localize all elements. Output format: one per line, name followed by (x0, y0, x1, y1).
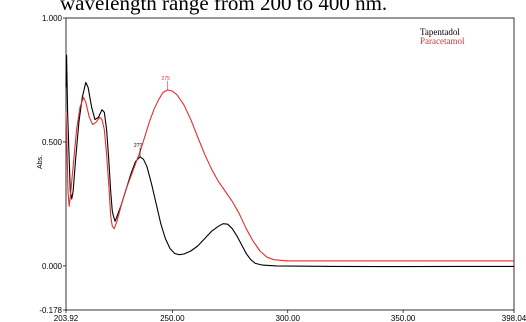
caption-text: wavelength range from 200 to 400 nm. (60, 0, 388, 15)
series-line-paracetamol (65, 89, 514, 262)
y-tick-label: 1.000 (42, 14, 63, 23)
plot-area: 275 2?? (65, 17, 515, 311)
y-axis-label: Abs. (37, 155, 44, 169)
y-tick-label: 0.500 (42, 138, 63, 147)
plot-frame (65, 17, 515, 311)
x-tick-label: 203.92 (54, 314, 79, 322)
y-tick-label: -0.178 (39, 306, 62, 315)
peak-label: 2?? (134, 143, 143, 149)
legend-entry-tapentadol: Tapentadol (420, 27, 460, 37)
legend-entry-paracetamol: Paracetamol (420, 36, 465, 46)
x-tick-label: 300.00 (276, 314, 301, 322)
x-tick-label: 398.04 (502, 314, 526, 322)
x-tick-label: 350.00 (391, 314, 416, 322)
peak-label: 275 (162, 76, 171, 82)
x-tick-label: 250.00 (160, 314, 185, 322)
y-tick-label: 0.000 (42, 262, 63, 271)
series-line-tapentadol (65, 54, 514, 268)
